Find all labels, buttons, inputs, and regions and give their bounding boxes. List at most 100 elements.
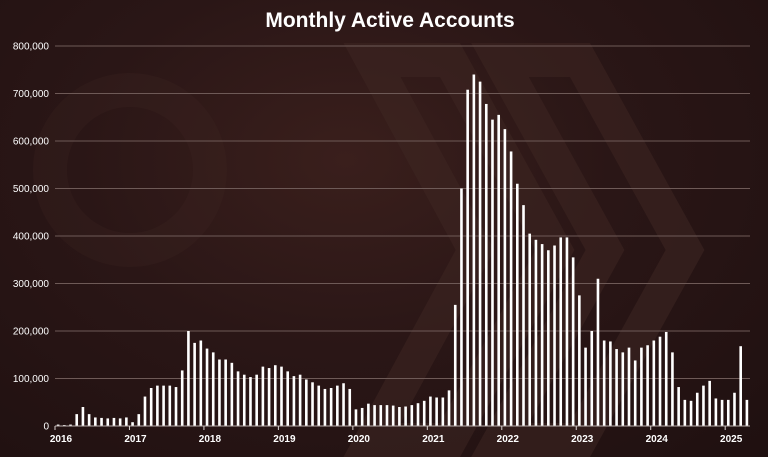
- bar: [671, 352, 674, 426]
- bar: [242, 374, 246, 426]
- x-tick-label: 2022: [497, 434, 520, 445]
- bar: [261, 366, 265, 426]
- y-tick-label: 300,000: [13, 279, 50, 290]
- bar: [578, 295, 581, 426]
- bar: [466, 89, 469, 426]
- bar: [547, 250, 550, 426]
- bar: [385, 405, 389, 426]
- bar: [677, 387, 680, 426]
- bar: [695, 392, 699, 426]
- bar: [273, 365, 277, 426]
- bar: [484, 103, 488, 426]
- y-tick-label: 100,000: [13, 374, 50, 385]
- bar: [348, 388, 352, 426]
- bar: [460, 188, 463, 426]
- bar: [100, 417, 103, 426]
- x-tick-label: 2025: [720, 434, 743, 445]
- bar: [528, 233, 532, 426]
- bar: [112, 417, 116, 426]
- y-tick-label: 500,000: [13, 184, 50, 195]
- x-tick-label: 2023: [571, 434, 594, 445]
- bar: [94, 417, 97, 426]
- bar: [646, 345, 649, 426]
- bar: [435, 397, 438, 426]
- bar: [447, 390, 451, 426]
- bar: [249, 377, 252, 426]
- bar: [689, 400, 693, 426]
- bar: [286, 371, 290, 426]
- bar: [708, 380, 711, 426]
- bar: [69, 424, 72, 426]
- x-tick-label: 2019: [273, 434, 296, 445]
- bar: [596, 278, 600, 426]
- bar: [205, 348, 209, 426]
- y-tick-label: 0: [43, 422, 49, 433]
- bar: [522, 205, 525, 426]
- bar: [75, 414, 79, 426]
- bar: [416, 403, 420, 426]
- y-axis-labels: 0 100,000 200,000 300,000 400,000 500,000 600,…: [13, 42, 50, 433]
- bar: [714, 398, 718, 426]
- bar: [199, 340, 203, 426]
- bar: [118, 418, 122, 426]
- y-tick-label: 400,000: [13, 232, 50, 243]
- x-tick-label: 2021: [422, 434, 445, 445]
- bar: [726, 399, 730, 426]
- bar: [491, 119, 494, 426]
- bar: [652, 340, 656, 426]
- bar: [137, 414, 141, 426]
- bar: [515, 183, 519, 426]
- bar: [621, 352, 625, 426]
- bar: [317, 385, 321, 426]
- bar: [56, 424, 60, 426]
- bar: [323, 388, 327, 426]
- bar: [640, 347, 643, 426]
- bar: [391, 405, 395, 426]
- bar: [398, 407, 401, 426]
- bar: [410, 405, 414, 426]
- bar: [131, 422, 134, 426]
- bar: [292, 376, 296, 426]
- bar: [168, 385, 172, 426]
- bar: [373, 405, 376, 426]
- chart-title: Monthly Active Accounts: [265, 9, 514, 32]
- gridlines: [55, 45, 750, 379]
- axes: [54, 425, 750, 430]
- bar: [602, 340, 606, 426]
- bar: [478, 81, 482, 426]
- x-tick-label: 2024: [646, 434, 669, 445]
- background-watermark: [33, 43, 705, 457]
- bar: [658, 336, 662, 426]
- bar: [367, 403, 370, 426]
- bar: [149, 388, 153, 426]
- bar: [224, 359, 227, 426]
- bar: [584, 347, 587, 426]
- bar: [81, 407, 85, 426]
- bar: [702, 385, 705, 426]
- bar: [267, 368, 271, 426]
- bar: [534, 239, 538, 426]
- bar: [615, 349, 618, 426]
- bar: [683, 399, 687, 426]
- bar: [218, 359, 221, 426]
- bar: [360, 407, 364, 426]
- x-tick-label: 2018: [199, 434, 222, 445]
- x-tick-label: 2016: [50, 434, 73, 445]
- bar: [379, 405, 383, 426]
- bar: [509, 151, 513, 426]
- bar: [540, 244, 544, 426]
- bar: [559, 237, 563, 426]
- bar: [305, 379, 308, 426]
- bar: [633, 360, 637, 426]
- bar: [230, 362, 234, 426]
- bar: [280, 366, 283, 426]
- bar: [174, 387, 178, 426]
- bar: [745, 399, 749, 426]
- bar: [553, 245, 556, 426]
- bar: [404, 406, 407, 426]
- bars: [56, 74, 749, 426]
- bar: [571, 257, 575, 426]
- bar: [156, 385, 159, 426]
- y-tick-label: 600,000: [13, 137, 50, 148]
